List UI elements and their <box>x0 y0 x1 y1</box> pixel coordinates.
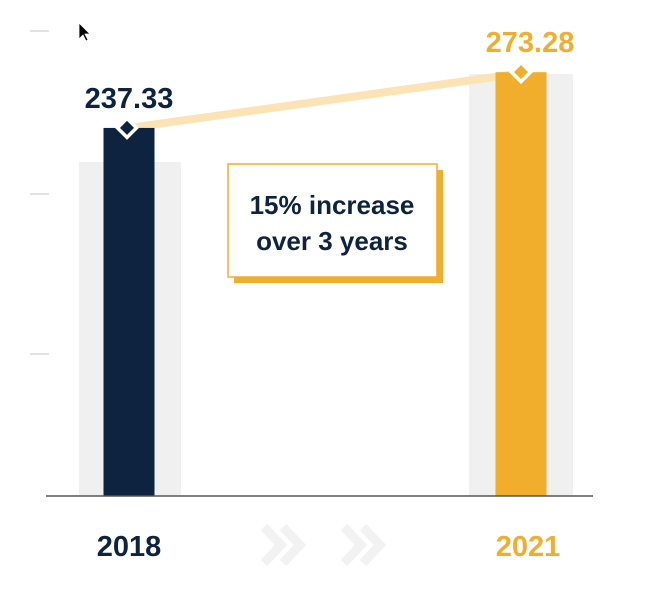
callout-box: 15% increase over 3 years <box>227 163 443 283</box>
marker-fill-2021 <box>514 65 528 80</box>
connector-line <box>128 70 516 132</box>
callout-frame <box>227 163 438 278</box>
chevron-right-icon <box>340 523 387 567</box>
value-label-2021: 273.28 <box>486 27 575 59</box>
y-axis-ticks <box>30 30 49 355</box>
category-label-2018: 2018 <box>97 531 162 563</box>
chevron-right-icon <box>260 523 307 567</box>
value-label-2018: 237.33 <box>85 83 174 115</box>
marker-fill-2018 <box>120 120 134 135</box>
callout-line-1: 15% increase <box>250 190 415 220</box>
bars-group: 237.33 273.28 <box>85 27 575 497</box>
pointer-cursor-icon <box>78 22 91 42</box>
callout-line-2: over 3 years <box>256 226 408 256</box>
category-label-2021: 2021 <box>496 531 561 563</box>
bar-2018 <box>103 127 155 497</box>
bar-2021 <box>495 72 547 497</box>
